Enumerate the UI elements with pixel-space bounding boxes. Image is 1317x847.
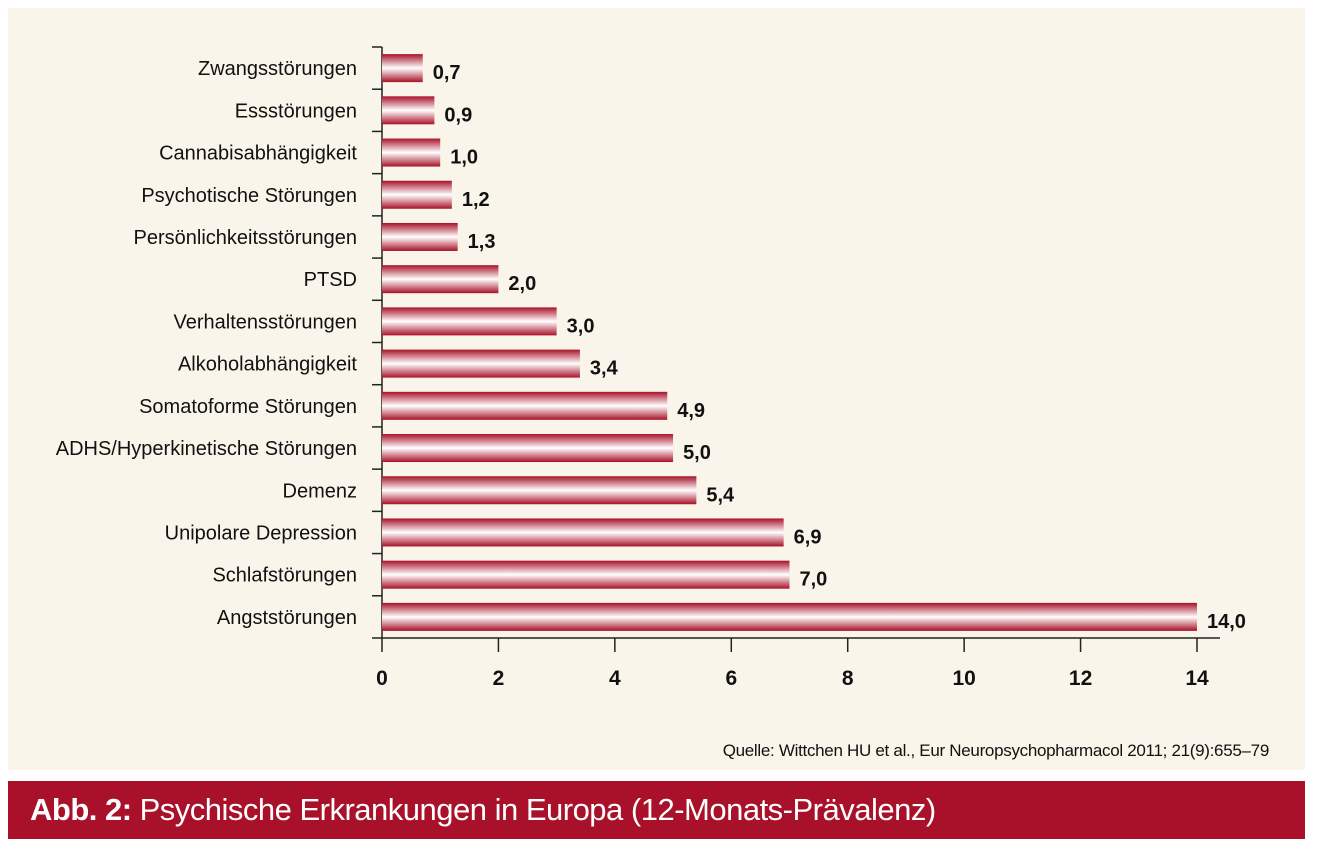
category-label: Psychotische Störungen	[141, 185, 357, 207]
caption-prefix: Abb. 2:	[30, 792, 132, 827]
category-label: Essstörungen	[235, 100, 357, 122]
caption-text: Psychische Erkrankungen in Europa (12-Mo…	[139, 792, 937, 827]
category-label: ADHS/Hyperkinetische Störungen	[56, 438, 357, 460]
bar	[382, 54, 423, 83]
data-label: 3,4	[590, 358, 619, 380]
bar	[382, 138, 441, 167]
bar	[382, 602, 1197, 631]
x-tick-label: 4	[609, 667, 621, 690]
category-label: Unipolare Depression	[165, 522, 357, 544]
data-label: 2,0	[508, 273, 536, 295]
data-label: 0,9	[444, 104, 472, 126]
data-label: 4,9	[677, 400, 705, 422]
data-label: 7,0	[800, 569, 828, 591]
source-note: Quelle: Wittchen HU et al., Eur Neuropsy…	[722, 741, 1270, 760]
category-label: Alkoholabhängigkeit	[178, 354, 357, 376]
bar	[382, 96, 435, 125]
x-tick-label: 0	[376, 667, 388, 690]
bar	[382, 391, 668, 420]
category-label: PTSD	[304, 269, 357, 291]
bar	[382, 265, 499, 294]
bar	[382, 518, 784, 547]
category-label: Zwangsstörungen	[198, 58, 357, 80]
chart-panel: Zwangsstörungen 0,7 Essstörungen 0,9 Cannabi…	[8, 8, 1305, 770]
category-label: Persönlichkeitsstörungen	[134, 227, 357, 249]
x-tick-label: 10	[952, 667, 975, 690]
x-tick-label: 12	[1069, 667, 1092, 690]
category-label: Somatoforme Störungen	[139, 396, 357, 418]
category-label: Schlafstörungen	[212, 565, 357, 587]
x-tick-label: 6	[725, 667, 737, 690]
data-label: 1,2	[462, 189, 490, 211]
bar-chart: Zwangsstörungen 0,7 Essstörungen 0,9 Cannabi…	[56, 46, 1246, 690]
bar	[382, 222, 458, 251]
data-label: 14,0	[1207, 611, 1246, 633]
category-label: Cannabisabhängigkeit	[159, 143, 357, 165]
data-label: 5,4	[706, 484, 735, 506]
bar	[382, 434, 674, 463]
category-label: Demenz	[283, 480, 357, 502]
bar	[382, 349, 580, 378]
data-label: 6,9	[794, 526, 822, 548]
data-label: 1,3	[468, 231, 496, 253]
data-label: 3,0	[567, 315, 595, 337]
bar	[382, 180, 452, 209]
bar	[382, 560, 790, 589]
x-tick-label: 14	[1185, 667, 1209, 690]
x-tick-label: 2	[493, 667, 505, 690]
category-label: Angststörungen	[217, 607, 357, 629]
x-tick-label: 8	[842, 667, 854, 690]
bar	[382, 307, 557, 336]
figure-caption: Abb. 2: Psychische Erkrankungen in Europ…	[8, 781, 1305, 839]
data-label: 5,0	[683, 442, 711, 464]
data-label: 0,7	[433, 62, 461, 84]
category-label: Verhaltensstörungen	[174, 311, 357, 333]
bar	[382, 476, 697, 505]
data-label: 1,0	[450, 147, 478, 169]
